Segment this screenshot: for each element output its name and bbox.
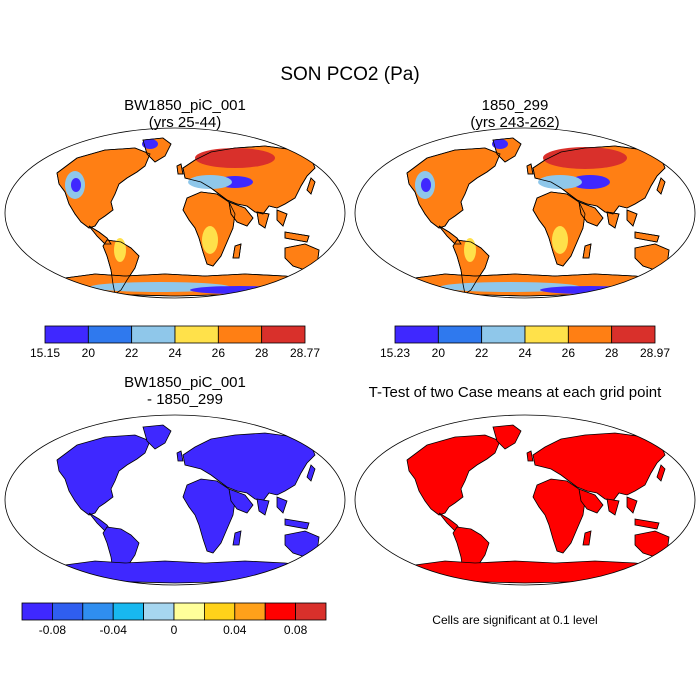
colorbar-tick-label: 28 <box>255 346 269 360</box>
colorbar-box <box>611 325 656 344</box>
map-border-case1 <box>4 127 346 299</box>
colorbar-box <box>524 325 569 344</box>
colorbar-box <box>112 602 144 621</box>
colorbar-tick-label: 0.04 <box>223 623 247 637</box>
colorbar-tick-label: 28.97 <box>640 346 670 360</box>
colorbar-box <box>44 325 89 344</box>
colorbar-box <box>295 602 327 621</box>
colorbar-tick-label: 28.77 <box>290 346 320 360</box>
panel-title-case2-line1: 1850_299 <box>481 97 549 114</box>
significance-note: Cells are significant at 0.1 level <box>432 613 598 627</box>
colorbar-box <box>173 602 205 621</box>
colorbars: 15.15 20 22 24 26 28 28.77 15.23 20 22 24 26 28 28.97… <box>21 325 670 637</box>
panel-title-diff: BW1850_piC_001 - 1850_299 <box>25 374 345 408</box>
map-panel-case1 <box>44 137 330 297</box>
colorbar-box <box>131 325 176 344</box>
panel-title-ttest: T-Test of two Case means at each grid po… <box>368 384 662 401</box>
colorbar-tick-label: 20 <box>432 346 446 360</box>
colorbar-box <box>87 325 133 344</box>
colorbar-tick-label: 15.15 <box>30 346 60 360</box>
colorbar-tick-label: 0 <box>171 623 178 637</box>
colorbar-box <box>567 325 613 344</box>
colorbar-box <box>203 602 236 621</box>
colorbar-case2: 15.23 20 22 24 26 28 28.97 <box>380 325 670 360</box>
map-border-case2 <box>354 127 696 299</box>
colorbar-box <box>394 325 439 344</box>
map-panel-diff <box>44 424 330 584</box>
map-panel-ttest <box>394 424 680 584</box>
colorbar-box <box>82 602 114 621</box>
colorbar-tick-label: 15.23 <box>380 346 410 360</box>
colorbar-tick-label: 22 <box>475 346 489 360</box>
colorbar-diff: -0.08 -0.04 0 0.04 0.08 <box>21 602 327 637</box>
colorbar-box <box>21 602 53 621</box>
panel-title-diff-line1: BW1850_piC_001 <box>124 374 246 391</box>
panel-title-case1: BW1850_piC_001 (yrs 25-44) <box>25 97 345 131</box>
colorbar-box <box>174 325 219 344</box>
panel-title-case1-line2: (yrs 25-44) <box>148 114 222 131</box>
colorbar-tick-label: -0.04 <box>100 623 128 637</box>
colorbar-tick-label: 24 <box>168 346 182 360</box>
colorbar-case1: 15.15 20 22 24 26 28 28.77 <box>30 325 320 360</box>
colorbar-box <box>264 602 297 621</box>
panel-title-case2: 1850_299 (yrs 243-262) <box>355 97 675 131</box>
map-border-diff <box>4 414 346 586</box>
figure-title: SON PCO2 (Pa) <box>280 64 420 85</box>
colorbar-box <box>261 325 306 344</box>
panel-title-case2-line2: (yrs 243-262) <box>470 114 560 131</box>
colorbar-tick-label: 26 <box>562 346 576 360</box>
colorbar-box <box>217 325 263 344</box>
colorbar-tick-label: -0.08 <box>39 623 67 637</box>
colorbar-box <box>437 325 483 344</box>
colorbar-tick-label: 20 <box>82 346 96 360</box>
map-panel-case2 <box>394 137 680 297</box>
colorbar-box <box>52 602 84 621</box>
map-border-ttest <box>354 414 696 586</box>
panel-title-case1-line1: BW1850_piC_001 <box>124 97 246 114</box>
colorbar-tick-label: 28 <box>605 346 619 360</box>
colorbar-tick-label: 22 <box>125 346 139 360</box>
panel-title-diff-line2: - 1850_299 <box>147 391 223 408</box>
colorbar-tick-label: 24 <box>518 346 532 360</box>
colorbar-box <box>481 325 526 344</box>
field-patches-case1 <box>65 139 290 294</box>
colorbar-box <box>143 602 175 621</box>
colorbar-box <box>234 602 266 621</box>
colorbar-tick-label: 0.08 <box>284 623 308 637</box>
colorbar-tick-label: 26 <box>212 346 226 360</box>
